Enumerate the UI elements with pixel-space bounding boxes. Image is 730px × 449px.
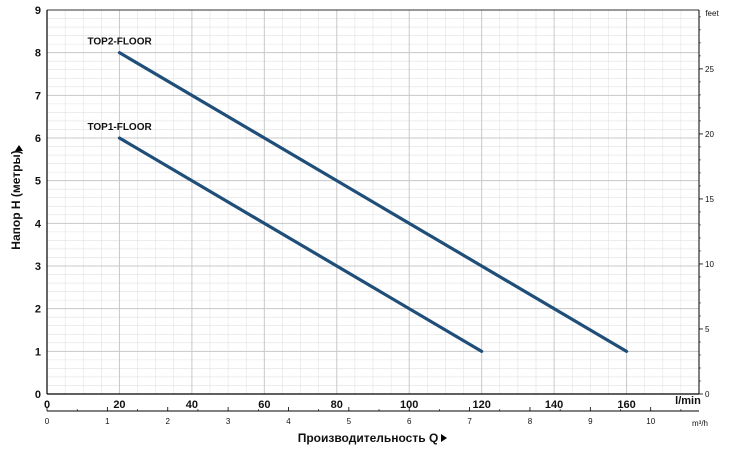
- y2-axis-unit: feet: [705, 9, 719, 18]
- x-tick-label: 80: [331, 399, 343, 411]
- x2-axis-unit: m³/h: [692, 419, 708, 428]
- x-tick-label: 160: [617, 399, 635, 411]
- y2-tick-label: 10: [705, 260, 714, 269]
- x-tick-label: 140: [545, 399, 563, 411]
- y-tick-label: 7: [35, 90, 41, 102]
- x2-tick-label: 9: [588, 417, 593, 426]
- y-axis-label: Напор H (метры): [9, 150, 23, 249]
- series-layer: TOP2-FLOOR TOP1-FLOOR: [87, 37, 629, 353]
- y2-tick-label: 25: [705, 65, 714, 74]
- y-tick-label: 9: [35, 5, 41, 17]
- x-axis-arrow-icon: [441, 434, 447, 442]
- x2-tick-label: 7: [467, 417, 472, 426]
- x2-tick-label: 5: [347, 417, 352, 426]
- series-line-top1-floor: [117, 136, 484, 353]
- x-tick-label: 60: [258, 399, 270, 411]
- y-tick-label: 1: [35, 346, 41, 358]
- x2-tick-label: 1: [105, 417, 110, 426]
- x-axis-label: Производительность Q: [298, 431, 439, 445]
- y-tick-label: 5: [35, 176, 41, 188]
- y2-tick-label: 0: [705, 390, 710, 399]
- series-label: TOP1-FLOOR: [87, 122, 152, 133]
- series-label: TOP2-FLOOR: [87, 37, 152, 48]
- y-tick-label: 3: [35, 261, 41, 273]
- x2-tick-label: 0: [45, 417, 50, 426]
- x2-tick-label: 4: [286, 417, 291, 426]
- y-tick-label: 2: [35, 304, 41, 316]
- y-tick-label: 8: [35, 48, 41, 60]
- x-tick-label: 0: [44, 399, 50, 411]
- x2-tick-label: 6: [407, 417, 412, 426]
- y-tick-label: 6: [35, 133, 41, 145]
- x-tick-label: 20: [113, 399, 125, 411]
- x2-tick-label: 10: [646, 417, 655, 426]
- x2-tick-label: 8: [528, 417, 533, 426]
- y-tick-label: 4: [35, 218, 42, 230]
- y2-tick-label: 15: [705, 195, 714, 204]
- axes: [46, 9, 700, 412]
- x2-tick-label: 2: [166, 417, 171, 426]
- y2-tick-label: 5: [705, 325, 710, 334]
- series-line-top2-floor: [117, 51, 629, 353]
- y-axis-arrow-icon: [15, 145, 23, 151]
- x2-tick-label: 3: [226, 417, 231, 426]
- y2-tick-label: 20: [705, 130, 714, 139]
- y-tick-label: 0: [35, 389, 41, 401]
- x-tick-label: 100: [400, 399, 418, 411]
- x-tick-label: 40: [186, 399, 198, 411]
- x-tick-label: 120: [472, 399, 490, 411]
- x-axis-unit: l/min: [675, 395, 701, 407]
